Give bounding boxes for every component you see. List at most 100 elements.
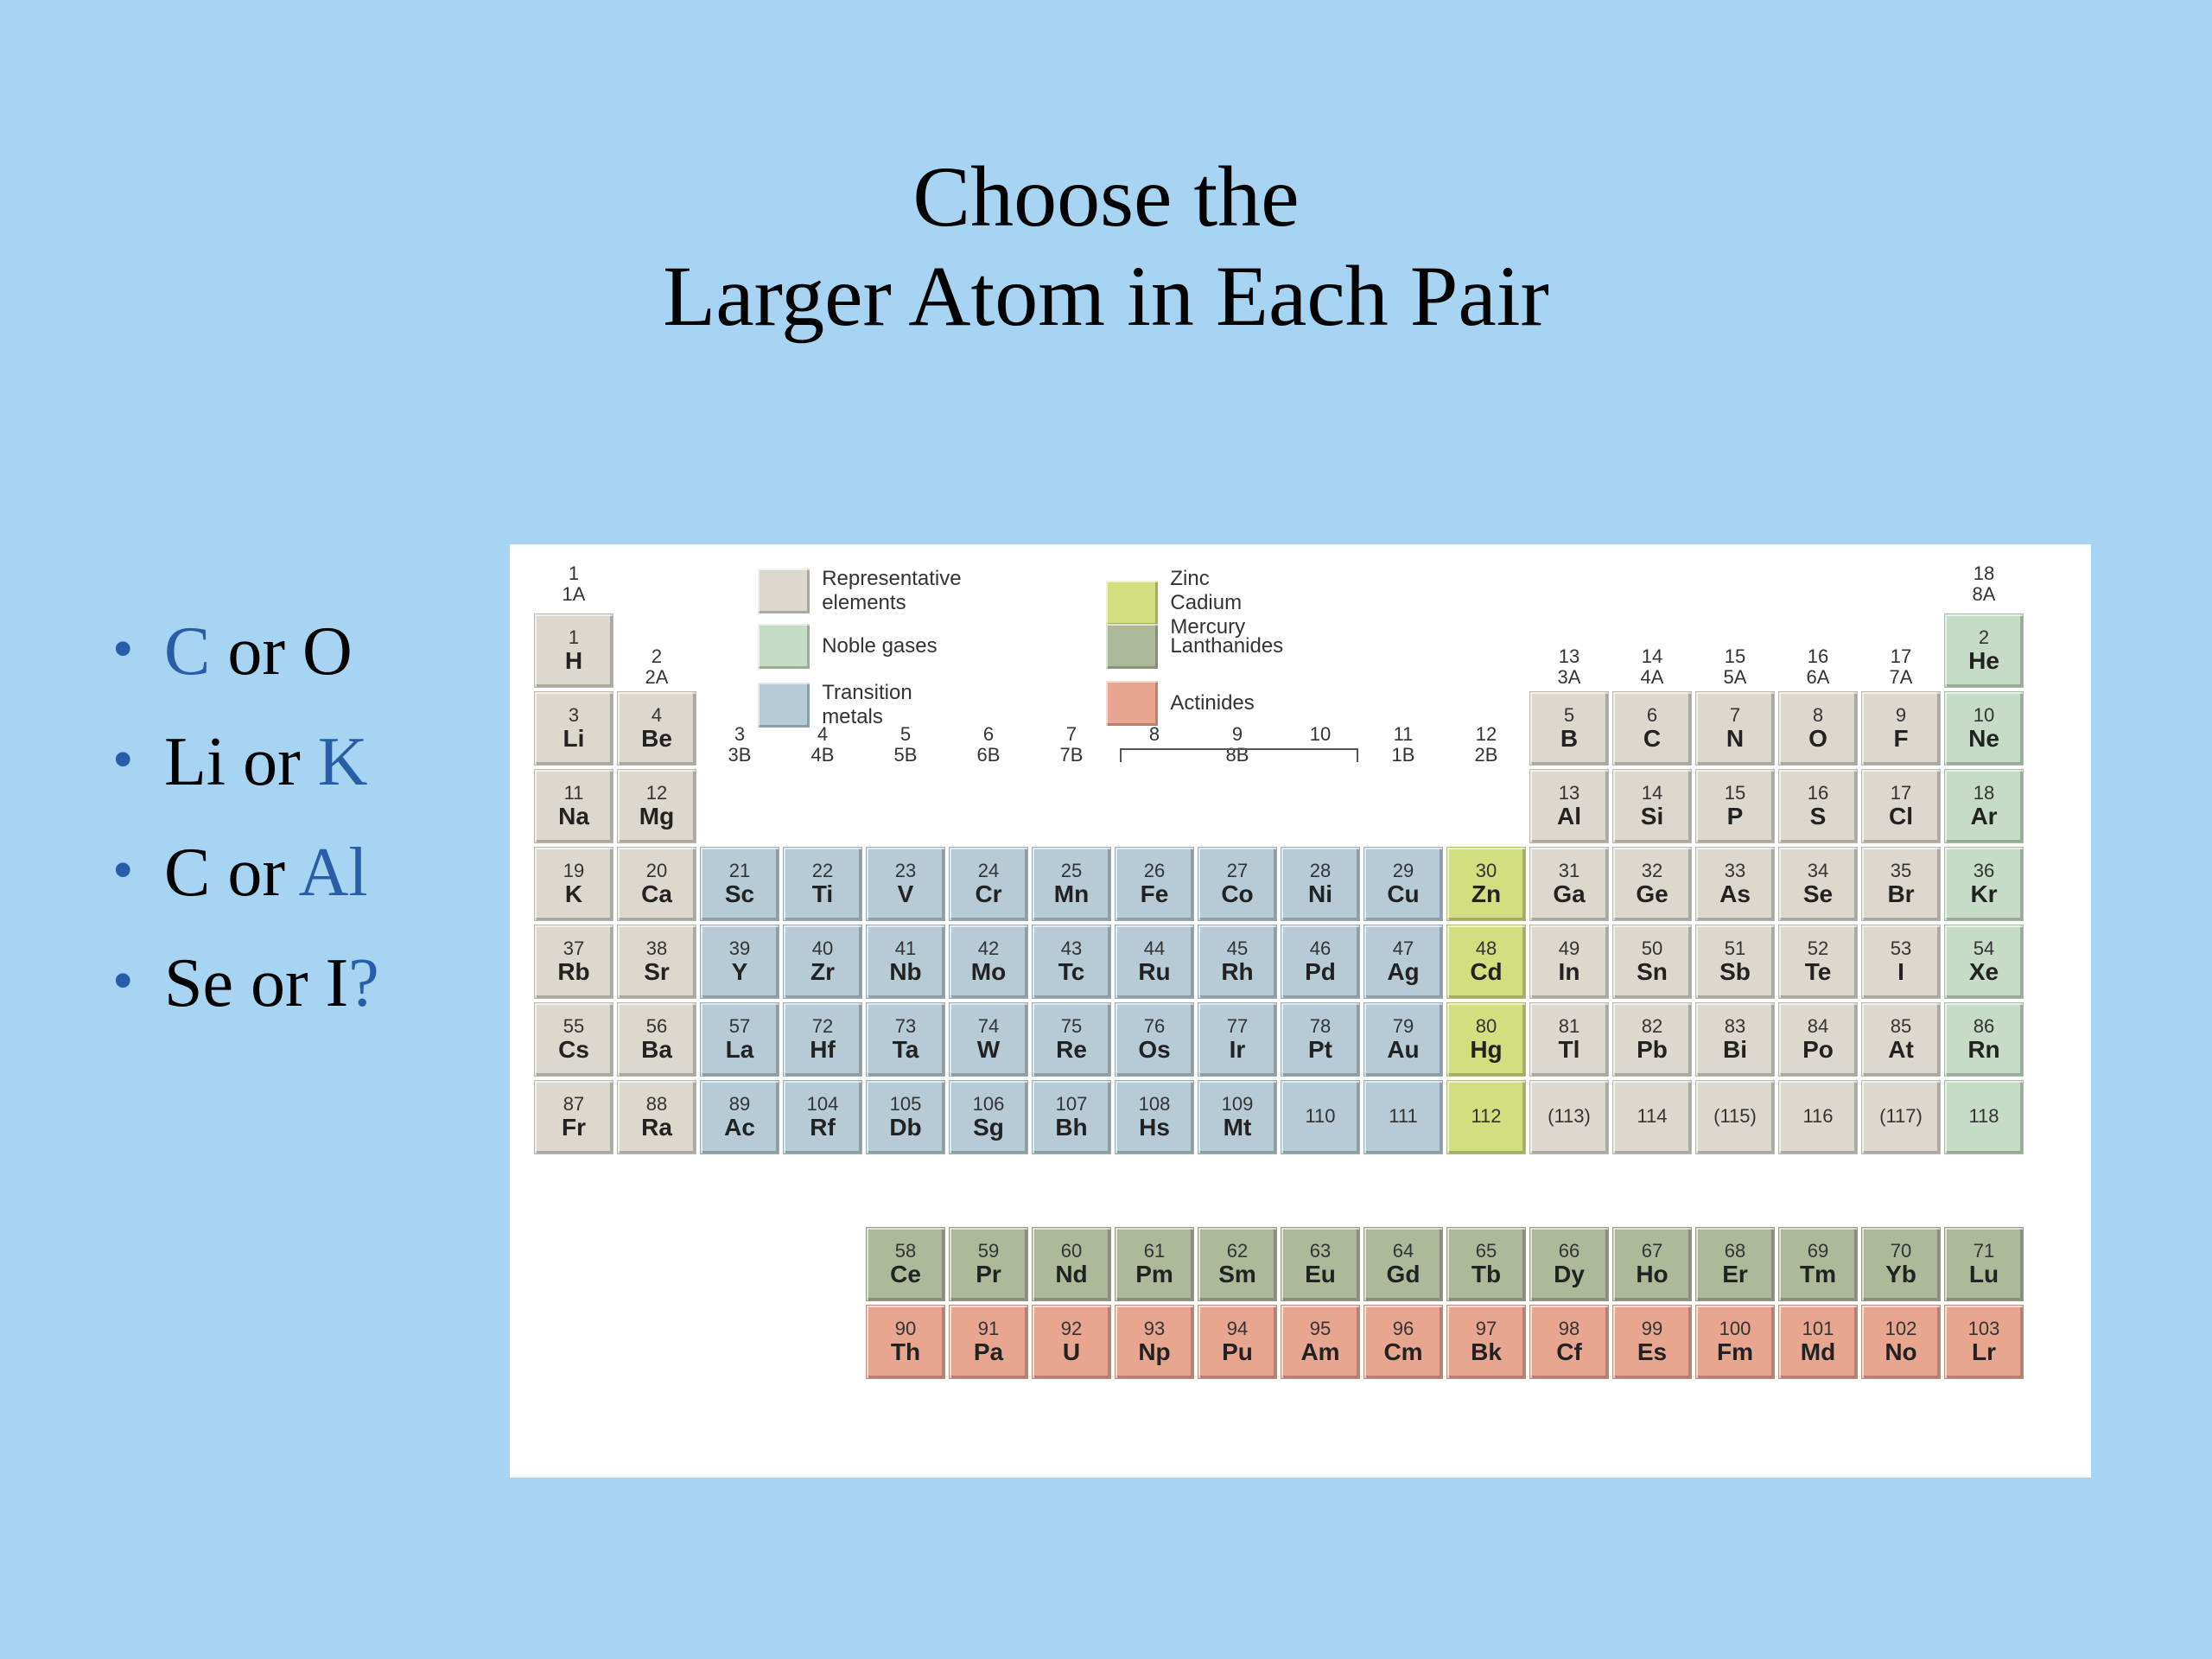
element-symbol: Cr <box>975 882 1001 906</box>
element-cell: 73Ta <box>866 1002 945 1077</box>
element-symbol: Lr <box>1972 1340 1996 1364</box>
element-cell: 74W <box>949 1002 1028 1077</box>
element-symbol: Db <box>889 1116 921 1140</box>
element-cell: 72Hf <box>783 1002 862 1077</box>
atomic-number: 83 <box>1725 1017 1745 1036</box>
element-cell: 52Te <box>1778 925 1858 999</box>
element-cell: 81Tl <box>1529 1002 1609 1077</box>
element-symbol: Hs <box>1139 1116 1170 1140</box>
atomic-number: 93 <box>1144 1319 1165 1338</box>
atomic-number: 58 <box>895 1242 916 1261</box>
legend-item: Representative elements <box>758 567 961 615</box>
element-cell: 32Ge <box>1612 847 1692 921</box>
element-cell: 71Lu <box>1944 1227 2024 1301</box>
atomic-number: 96 <box>1393 1319 1414 1338</box>
element-cell: 16S <box>1778 769 1858 843</box>
element-symbol: Sc <box>725 882 754 906</box>
atomic-number: 100 <box>1719 1319 1751 1338</box>
atomic-number: 87 <box>563 1095 584 1114</box>
atomic-number: 80 <box>1476 1017 1497 1036</box>
atomic-number: 16 <box>1808 784 1828 803</box>
element-cell: 33As <box>1695 847 1775 921</box>
element-symbol: Be <box>641 727 672 751</box>
element-symbol: Se <box>1803 882 1833 906</box>
element-cell: 90Th <box>866 1305 945 1379</box>
element-cell: 64Gd <box>1363 1227 1443 1301</box>
atomic-number: 46 <box>1310 939 1331 958</box>
element-cell: 86Rn <box>1944 1002 2024 1077</box>
atomic-number: 79 <box>1393 1017 1414 1036</box>
atomic-number: 18 <box>1974 784 1994 803</box>
element-symbol: Lu <box>1969 1262 1999 1287</box>
atomic-number: 55 <box>563 1017 584 1036</box>
element-cell: 77Ir <box>1198 1002 1277 1077</box>
atomic-number: 50 <box>1642 939 1662 958</box>
element-cell: 96Cm <box>1363 1305 1443 1379</box>
legend-item: Transition metals <box>758 681 912 729</box>
element-cell: 65Tb <box>1446 1227 1526 1301</box>
element-cell: 111 <box>1363 1080 1443 1154</box>
element-cell: 42Mo <box>949 925 1028 999</box>
element-symbol: Ga <box>1553 882 1585 906</box>
element-cell: 25Mn <box>1032 847 1111 921</box>
element-symbol: La <box>726 1038 754 1062</box>
element-symbol: Sb <box>1719 960 1751 984</box>
element-symbol: Ho <box>1636 1262 1668 1287</box>
group-label: 77B <box>1032 724 1111 766</box>
element-cell: 89Ac <box>700 1080 779 1154</box>
element-symbol: Tl <box>1559 1038 1580 1062</box>
element-cell: 12Mg <box>617 769 696 843</box>
atomic-number: 70 <box>1891 1242 1911 1261</box>
element-cell: 79Au <box>1363 1002 1443 1077</box>
element-cell: 17Cl <box>1861 769 1941 843</box>
element-cell: 57 La <box>700 1002 779 1077</box>
atomic-number: 69 <box>1808 1242 1828 1261</box>
element-cell: 47Ag <box>1363 925 1443 999</box>
element-cell: 80Hg <box>1446 1002 1526 1077</box>
legend-swatch <box>1106 681 1158 726</box>
element-cell: 18Ar <box>1944 769 2024 843</box>
element-symbol: Fe <box>1141 882 1169 906</box>
element-cell: 15P <box>1695 769 1775 843</box>
element-symbol: Bk <box>1471 1340 1502 1364</box>
atomic-number: 57 <box>729 1017 750 1036</box>
element-cell: 97 Bk <box>1446 1305 1526 1379</box>
element-cell: 2He <box>1944 613 2024 688</box>
atomic-number: 8 <box>1813 706 1823 725</box>
element-symbol: Tm <box>1800 1262 1836 1287</box>
legend-label: Transition metals <box>822 681 912 729</box>
atomic-number: (115) <box>1713 1107 1757 1126</box>
element-cell: 110 <box>1281 1080 1360 1154</box>
element-symbol: Fr <box>562 1116 586 1140</box>
atomic-number: 48 <box>1476 939 1497 958</box>
element-symbol: P <box>1727 804 1744 829</box>
group-label: 188A <box>1944 563 2024 605</box>
element-symbol: Os <box>1138 1038 1170 1062</box>
element-cell: 22Ti <box>783 847 862 921</box>
element-cell: 105Db <box>866 1080 945 1154</box>
element-cell: 48Cd <box>1446 925 1526 999</box>
atomic-number: 72 <box>812 1017 833 1036</box>
atomic-number: 97 <box>1476 1319 1497 1338</box>
title-line2: Larger Atom in Each Pair <box>663 248 1549 344</box>
atomic-number: 98 <box>1559 1319 1580 1338</box>
element-symbol: Dy <box>1554 1262 1585 1287</box>
group-label: 33B <box>700 724 779 766</box>
element-cell: 94Pu <box>1198 1305 1277 1379</box>
element-cell: 7N <box>1695 691 1775 766</box>
element-cell: 24Cr <box>949 847 1028 921</box>
bullet-item: C or O <box>112 596 379 707</box>
element-cell: 54Xe <box>1944 925 2024 999</box>
element-symbol: Ac <box>724 1116 755 1140</box>
group-label: 66B <box>949 724 1028 766</box>
bullet-item: Se or I? <box>112 928 379 1039</box>
atomic-number: 112 <box>1471 1107 1501 1126</box>
element-symbol: Ra <box>641 1116 672 1140</box>
atomic-number: 22 <box>812 861 833 880</box>
legend-swatch <box>1106 624 1158 669</box>
element-symbol: Np <box>1138 1340 1170 1364</box>
atomic-number: 67 <box>1642 1242 1662 1261</box>
atomic-number: 91 <box>978 1319 999 1338</box>
element-cell: 107Bh <box>1032 1080 1111 1154</box>
element-cell: 108Hs <box>1115 1080 1194 1154</box>
